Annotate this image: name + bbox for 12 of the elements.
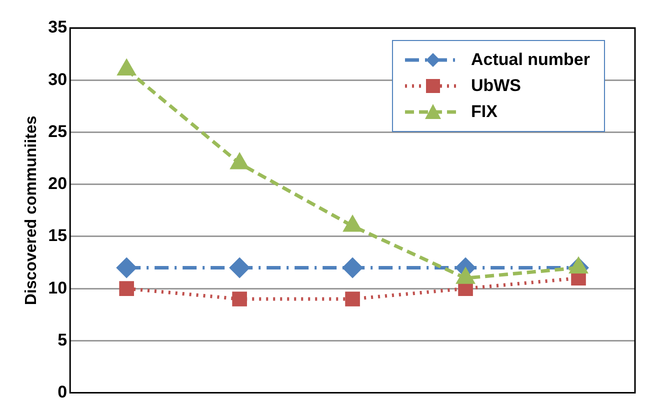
y-axis-title: Discovered communiites [23,116,40,306]
y-tick-label: 25 [48,122,68,141]
y-tick-label: 20 [48,174,68,194]
legend-label: FIX [470,102,498,122]
y-tick-label: 10 [48,278,68,298]
y-tick-label: 5 [58,330,68,350]
y-tick-label: 0 [58,382,68,402]
y-tick-label: 15 [48,226,68,246]
y-tick-label: 30 [48,70,68,89]
legend-label: UbWS [470,76,522,96]
y-tick-label: 35 [48,18,68,37]
legend-label: Actual number [470,50,590,70]
